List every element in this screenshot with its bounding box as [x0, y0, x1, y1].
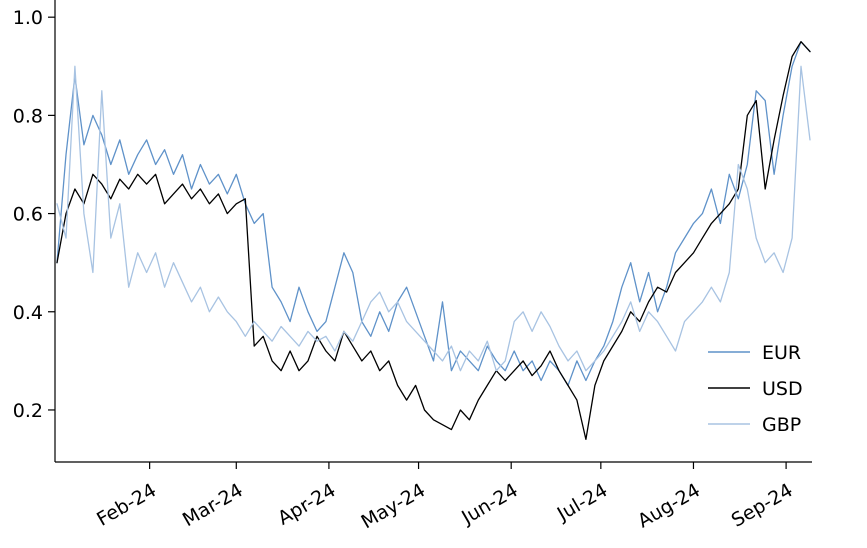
x-tick-label: Jul-24: [553, 479, 612, 526]
y-tick-label: 1.0: [13, 7, 43, 29]
x-tick-label: Jun-24: [457, 479, 521, 529]
y-tick-label: 0.4: [13, 302, 43, 324]
y-tick-label: 0.6: [13, 204, 43, 226]
legend-label-gbp: GBP: [762, 414, 801, 436]
x-tick-label: Apr-24: [274, 479, 339, 529]
x-tick-label: Feb-24: [93, 479, 160, 530]
eur-line: [56, 41, 811, 387]
usd-line: [56, 41, 811, 441]
x-tick-label: May-24: [357, 479, 429, 533]
gbp-line: [56, 65, 811, 372]
legend-label-usd: USD: [762, 378, 803, 400]
legend-label-eur: EUR: [762, 342, 801, 364]
y-tick-label: 0.8: [13, 105, 43, 127]
x-tick-label: Aug-24: [634, 479, 704, 532]
x-tick-label: Mar-24: [179, 479, 247, 531]
y-tick-label: 0.2: [13, 400, 43, 422]
x-tick-label: Sep-24: [728, 479, 797, 531]
